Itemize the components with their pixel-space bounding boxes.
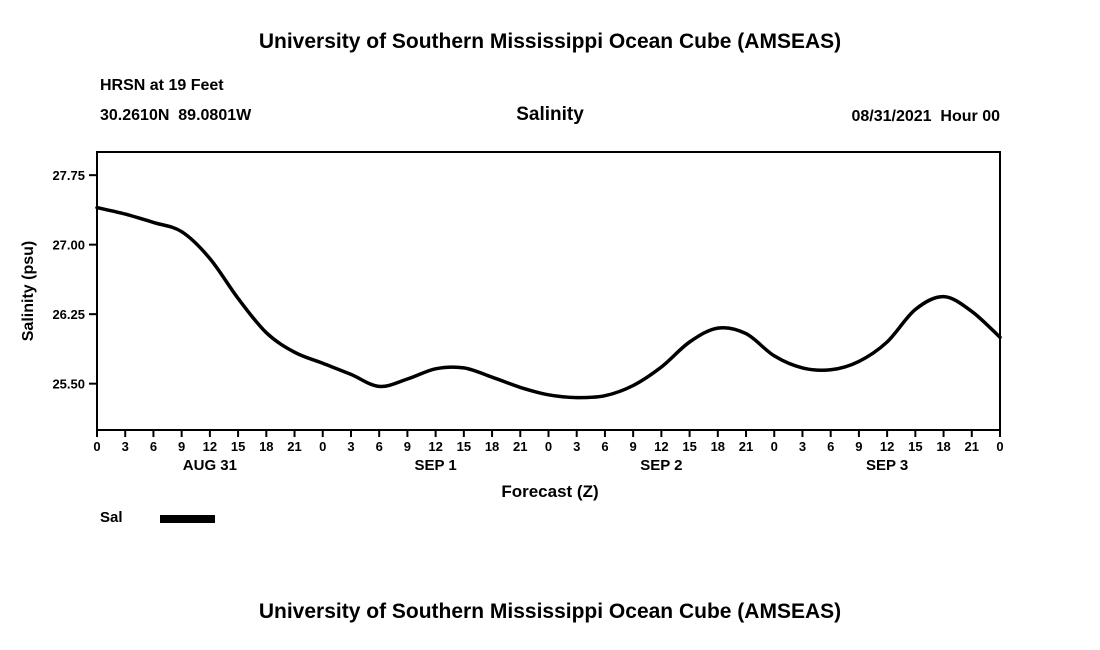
run-time-label: 08/31/2021 Hour 00 — [851, 108, 1000, 125]
svg-text:18: 18 — [711, 439, 725, 454]
coordinates-label: 30.2610N 89.0801W — [100, 107, 252, 124]
svg-text:15: 15 — [231, 439, 245, 454]
svg-text:27.00: 27.00 — [52, 238, 85, 253]
svg-text:0: 0 — [771, 439, 778, 454]
svg-text:25.50: 25.50 — [52, 377, 85, 392]
svg-text:15: 15 — [457, 439, 471, 454]
svg-text:6: 6 — [827, 439, 834, 454]
svg-text:6: 6 — [376, 439, 383, 454]
svg-text:27.75: 27.75 — [52, 168, 85, 183]
svg-text:9: 9 — [404, 439, 411, 454]
svg-text:SEP 1: SEP 1 — [414, 457, 456, 474]
svg-text:3: 3 — [347, 439, 354, 454]
svg-text:15: 15 — [682, 439, 696, 454]
svg-text:9: 9 — [178, 439, 185, 454]
svg-text:26.25: 26.25 — [52, 307, 85, 322]
x-axis-title: Forecast (Z) — [501, 482, 599, 501]
svg-text:21: 21 — [513, 439, 527, 454]
svg-text:SEP 2: SEP 2 — [640, 457, 682, 474]
svg-text:18: 18 — [259, 439, 273, 454]
svg-text:12: 12 — [654, 439, 668, 454]
svg-text:12: 12 — [428, 439, 442, 454]
svg-text:18: 18 — [936, 439, 950, 454]
svg-text:0: 0 — [319, 439, 326, 454]
svg-text:9: 9 — [630, 439, 637, 454]
svg-text:9: 9 — [855, 439, 862, 454]
svg-text:21: 21 — [739, 439, 753, 454]
legend-line-swatch — [160, 515, 215, 523]
svg-text:SEP 3: SEP 3 — [866, 457, 908, 474]
footer-title: University of Southern Mississippi Ocean… — [258, 600, 842, 623]
legend-label: Sal — [100, 509, 123, 526]
svg-text:6: 6 — [150, 439, 157, 454]
svg-text:0: 0 — [996, 439, 1003, 454]
svg-text:AUG 31: AUG 31 — [183, 457, 237, 474]
svg-text:21: 21 — [965, 439, 979, 454]
svg-text:0: 0 — [93, 439, 100, 454]
svg-text:12: 12 — [880, 439, 894, 454]
svg-text:12: 12 — [203, 439, 217, 454]
svg-text:21: 21 — [287, 439, 301, 454]
svg-text:3: 3 — [122, 439, 129, 454]
page-title: University of Southern Mississippi Ocean… — [258, 30, 842, 53]
svg-text:3: 3 — [799, 439, 806, 454]
plot-title: Salinity — [516, 104, 584, 125]
svg-text:0: 0 — [545, 439, 552, 454]
svg-text:6: 6 — [601, 439, 608, 454]
svg-text:15: 15 — [908, 439, 922, 454]
svg-text:18: 18 — [485, 439, 499, 454]
station-label: HRSN at 19 Feet — [100, 77, 224, 94]
svg-text:3: 3 — [573, 439, 580, 454]
